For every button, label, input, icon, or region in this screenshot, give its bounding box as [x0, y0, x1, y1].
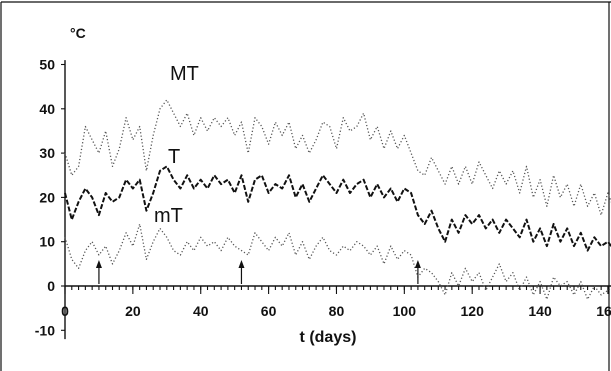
y-tick-label: 50: [39, 57, 55, 73]
x-tick-label: 120: [461, 303, 485, 319]
y-unit-label: °C: [70, 25, 86, 41]
x-tick-label: 60: [261, 303, 277, 319]
x-tick-label: 20: [125, 303, 141, 319]
x-tick-label: 80: [329, 303, 345, 319]
y-tick-label: 40: [39, 101, 55, 117]
series-label-mt: MT: [170, 63, 199, 85]
series-label-mt: mT: [154, 205, 183, 227]
arrow-head: [414, 260, 421, 268]
x-tick-label: 160: [596, 303, 611, 319]
x-tick-label: 0: [61, 303, 69, 319]
x-axis-title: t (days): [300, 329, 357, 346]
series-line-t: [64, 165, 611, 252]
x-tick-label: 140: [528, 303, 552, 319]
plot-area: 50403020100-10020406080100120140160180MT…: [35, 57, 611, 340]
x-tick-label: 40: [193, 303, 209, 319]
series-label-t: T: [168, 146, 180, 168]
y-tick-label: -10: [35, 322, 55, 338]
series-line-mt: [64, 223, 611, 300]
x-tick-label: 100: [393, 303, 417, 319]
y-tick-label: 0: [47, 278, 55, 294]
y-tick-label: 10: [39, 234, 55, 250]
y-tick-label: 30: [39, 145, 55, 161]
series-line-mt: [64, 99, 611, 216]
arrow-head: [95, 260, 102, 268]
arrow-head: [238, 260, 245, 268]
y-tick-label: 20: [39, 189, 55, 205]
